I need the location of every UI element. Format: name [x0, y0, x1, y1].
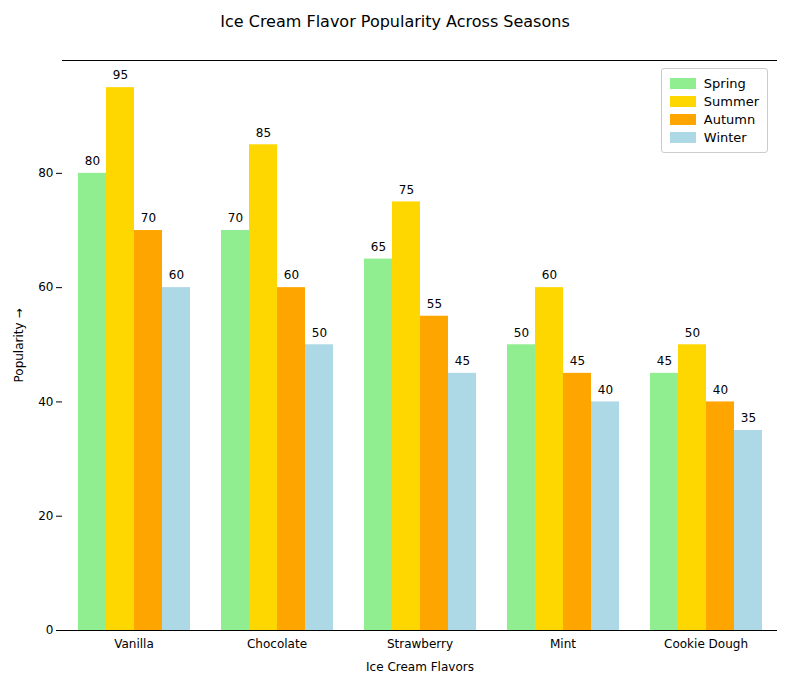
svg-text:50: 50	[685, 326, 700, 340]
svg-text:35: 35	[741, 411, 756, 425]
svg-text:Cookie Dough: Cookie Dough	[664, 637, 748, 651]
svg-text:60: 60	[169, 268, 184, 282]
svg-text:55: 55	[427, 297, 442, 311]
svg-text:60: 60	[284, 268, 299, 282]
svg-text:45: 45	[657, 354, 672, 368]
svg-text:50: 50	[514, 326, 529, 340]
svg-text:40: 40	[713, 383, 728, 397]
html-text:Ice Cream Flavor Popularity Ac: Ice Cream Flavor Popularity Across Seaso…	[220, 12, 570, 31]
svg-text:60: 60	[38, 280, 53, 294]
svg-text:20: 20	[38, 509, 53, 523]
svg-text:80: 80	[38, 166, 53, 180]
svg-text:40: 40	[598, 383, 613, 397]
svg-text:0: 0	[46, 623, 54, 637]
svg-text:Vanilla: Vanilla	[114, 637, 154, 651]
svg-text:85: 85	[256, 126, 271, 140]
svg-text:80: 80	[85, 154, 100, 168]
svg-text:70: 70	[228, 211, 243, 225]
svg-text:60: 60	[542, 268, 557, 282]
html-text:Winter: Winter	[703, 130, 747, 145]
svg-text:Popularity →: Popularity →	[12, 308, 26, 382]
svg-text:40: 40	[38, 395, 53, 409]
html-text:Summer: Summer	[703, 94, 759, 109]
svg-text:95: 95	[113, 68, 128, 82]
svg-text:Strawberry: Strawberry	[387, 637, 453, 651]
svg-text:45: 45	[570, 354, 585, 368]
svg-text:Mint: Mint	[550, 637, 576, 651]
svg-text:50: 50	[312, 326, 327, 340]
svg-text:70: 70	[141, 211, 156, 225]
html-text:Autumn: Autumn	[703, 112, 756, 127]
svg-text:Chocolate: Chocolate	[247, 637, 307, 651]
svg-text:65: 65	[371, 240, 386, 254]
html-text:Spring: Spring	[703, 76, 746, 91]
svg-text:45: 45	[455, 354, 470, 368]
svg-text:Ice Cream Flavors: Ice Cream Flavors	[366, 660, 474, 674]
svg-text:75: 75	[399, 183, 414, 197]
